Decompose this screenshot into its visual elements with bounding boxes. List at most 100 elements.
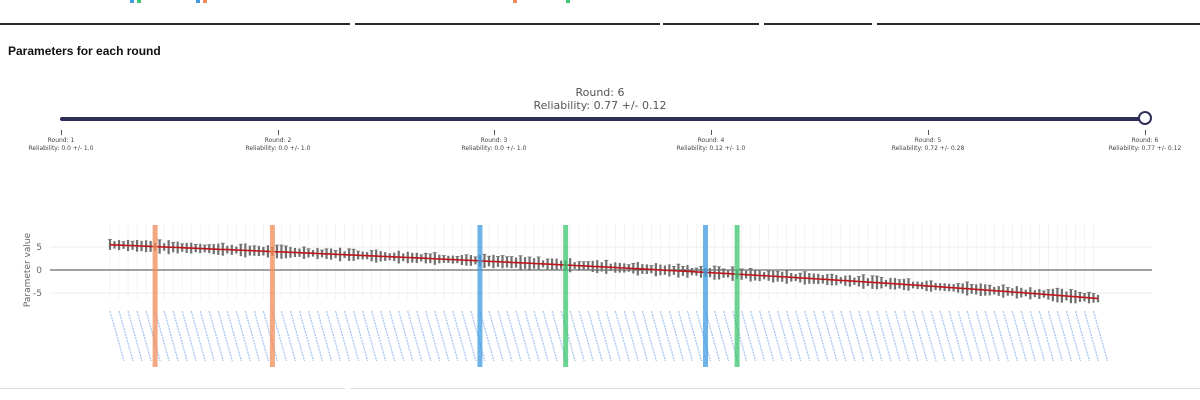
x-tick-label	[398, 310, 414, 362]
x-tick-label	[605, 310, 621, 362]
x-tick-label	[380, 310, 396, 362]
x-tick-label	[109, 310, 125, 362]
x-tick-label	[1083, 310, 1100, 362]
x-tick-label	[190, 310, 206, 362]
x-tick-label	[1074, 310, 1091, 362]
section-title: Parameters for each round	[8, 44, 161, 58]
tab-underline	[877, 23, 1200, 25]
slider-step-round: Round: 5	[914, 137, 942, 144]
x-tick-label	[939, 310, 955, 362]
slider-step-round: Round: 1	[47, 137, 75, 144]
x-tick-label	[1011, 310, 1027, 362]
round-slider-handle[interactable]	[1138, 111, 1152, 125]
slider-step-label[interactable]: Round: 6 Reliability: 0.77 +/- 0.12	[1090, 137, 1200, 153]
x-tick-label	[704, 310, 721, 362]
x-tick-label	[1092, 310, 1109, 362]
x-tick-label	[957, 310, 973, 362]
x-tick-label	[659, 310, 676, 362]
slider-step-reliability: Reliability: 0.72 +/- 0.28	[891, 145, 965, 152]
top-strip	[0, 0, 1200, 30]
slider-step-label[interactable]: Round: 5 Reliability: 0.72 +/- 0.28	[873, 137, 983, 153]
x-tick-label	[677, 310, 694, 362]
x-tick-label	[524, 310, 540, 362]
x-tick-label	[371, 310, 387, 362]
legend-mark	[137, 0, 141, 3]
x-tick-label	[641, 310, 657, 362]
x-tick-label	[804, 310, 820, 362]
slider-tick[interactable]	[1145, 130, 1146, 135]
x-tick-label	[858, 310, 874, 362]
x-tick-label	[975, 310, 991, 362]
tab-underline	[355, 23, 660, 25]
round-slider-fill	[60, 118, 1146, 120]
x-tick-label	[632, 310, 648, 362]
x-tick-label	[885, 310, 901, 362]
x-tick-label	[596, 310, 612, 362]
x-tick-label	[867, 310, 883, 362]
footer-divider	[350, 388, 1200, 389]
slider-current-round: Round: 6	[575, 86, 625, 99]
x-tick-label	[325, 310, 342, 362]
slider-step-reliability: Reliability: 0.12 +/- 1.0	[676, 145, 746, 152]
slider-step-reliability: Reliability: 0.0 +/- 1.0	[461, 145, 527, 152]
x-tick-label	[894, 310, 910, 362]
x-tick-label	[343, 310, 360, 362]
slider-step-label[interactable]: Round: 1 Reliability: 0.0 +/- 1.0	[6, 137, 116, 153]
slider-step-label[interactable]: Round: 3 Reliability: 0.0 +/- 1.0	[439, 137, 549, 153]
slider-tick[interactable]	[278, 130, 279, 135]
x-tick-label	[226, 310, 242, 362]
y-axis-label: Parameter value	[23, 232, 33, 307]
slider-step-round: Round: 4	[697, 137, 725, 144]
slider-step-label[interactable]: Round: 4 Reliability: 0.12 +/- 1.0	[656, 137, 766, 153]
tab-underline	[764, 23, 872, 25]
slider-tick[interactable]	[711, 130, 712, 135]
x-tick-label	[271, 310, 288, 362]
x-tick-label	[298, 310, 315, 362]
slider-step-round: Round: 3	[480, 137, 508, 144]
slider-current-reliability: Reliability: 0.77 +/- 0.12	[533, 99, 667, 112]
x-tick-label	[822, 310, 838, 362]
slider-step-label[interactable]: Round: 2 Reliability: 0.0 +/- 1.0	[223, 137, 333, 153]
x-tick-label	[334, 310, 351, 362]
highlight-line	[563, 225, 569, 367]
x-tick-label	[208, 310, 224, 362]
x-tick-label	[740, 310, 757, 362]
x-tick-label	[1065, 310, 1082, 362]
x-tick-label	[849, 310, 865, 362]
x-tick-label	[876, 310, 892, 362]
x-tick-label	[713, 310, 730, 362]
x-tick-label	[506, 310, 522, 362]
slider-step-reliability: Reliability: 0.0 +/- 1.0	[28, 145, 94, 152]
highlight-line	[477, 225, 483, 367]
x-tick-label	[840, 310, 856, 362]
y-tick-label: -5	[33, 289, 42, 299]
x-tick-label	[966, 310, 982, 362]
highlight-line	[703, 225, 709, 367]
slider-tick[interactable]	[928, 130, 929, 135]
x-tick-label	[307, 310, 324, 362]
tab-underline	[0, 23, 350, 25]
legend-mark	[513, 0, 517, 3]
x-tick-label	[614, 310, 630, 362]
x-tick-label	[993, 310, 1009, 362]
y-tick-label: 0	[36, 266, 42, 276]
x-tick-label	[181, 310, 197, 362]
x-tick-label	[172, 310, 188, 362]
x-tick-label	[425, 310, 441, 362]
x-tick-label	[289, 310, 306, 362]
x-tick-label	[921, 310, 937, 362]
x-tick-label	[136, 310, 152, 362]
slider-tick[interactable]	[494, 130, 495, 135]
slider-step-reliability: Reliability: 0.77 +/- 0.12	[1108, 145, 1182, 152]
x-tick-label	[199, 310, 215, 362]
x-tick-label	[127, 310, 143, 362]
slider-tick[interactable]	[61, 130, 62, 135]
x-tick-label	[650, 310, 666, 362]
x-tick-label	[578, 310, 594, 362]
x-tick-label	[1056, 310, 1073, 362]
x-tick-label	[533, 310, 549, 362]
x-tick-label	[686, 310, 703, 362]
parameter-chart: 5 0 -5 Parameter value	[0, 215, 1200, 390]
x-tick-label	[352, 310, 369, 362]
